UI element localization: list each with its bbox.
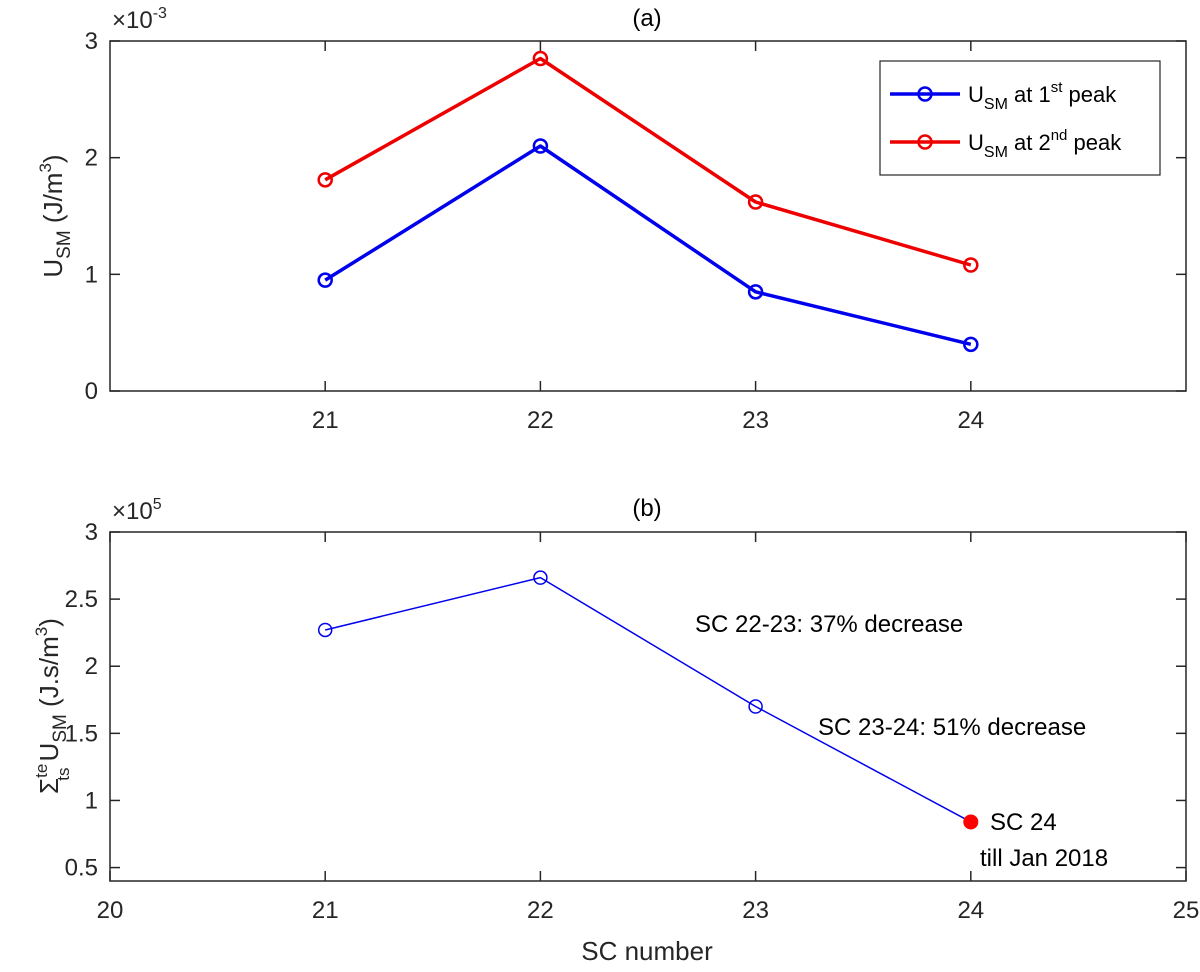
y-tick-label: 2 (85, 145, 98, 172)
series-line-1 (324, 144, 972, 347)
panel-b-series (317, 570, 979, 830)
data-point (533, 570, 548, 585)
x-tick-label: 24 (957, 407, 984, 434)
data-point (532, 50, 549, 67)
panel-a-y-multiplier: ×10-3 (112, 5, 167, 34)
panel-b-title: (b) (632, 495, 661, 522)
x-tick-label: 21 (312, 897, 339, 924)
panel-b-y-ticks: 0.5 1 1.5 2 2.5 3 (65, 519, 1186, 882)
series-line-2 (324, 56, 972, 267)
panel-a-series (317, 50, 979, 353)
x-tick-label: 22 (527, 407, 554, 434)
panel-b-x-ticks: 20 21 22 23 24 25 (97, 532, 1200, 924)
panel-b-axes-box (109, 531, 1187, 882)
panel-a-y-ticks: 0 1 2 3 (85, 28, 1186, 405)
x-tick-label: 25 (1173, 897, 1200, 924)
panel-a-y-axis-label: USM (J/m3) (36, 154, 75, 277)
x-tick-label: 23 (742, 897, 769, 924)
panel-a-axes-box (109, 40, 1187, 392)
y-tick-label: 3 (85, 519, 98, 546)
panel-b-y-multiplier: ×105 (112, 496, 162, 525)
data-point (317, 272, 333, 288)
data-point (963, 336, 979, 353)
x-tick-label: 24 (957, 897, 984, 924)
x-tick-label: 20 (97, 897, 124, 924)
data-point (532, 138, 549, 154)
series-line-1 (325, 576, 972, 823)
annotation-22-23: SC 22-23: 37% decrease (695, 611, 963, 638)
panel-a-x-ticks: 21 22 23 24 (312, 41, 984, 434)
annotation-23-24: SC 23-24: 51% decrease (818, 714, 1086, 741)
data-point (317, 172, 333, 188)
x-tick-label: 21 (312, 407, 339, 434)
legend-label-1: USM at 1st peak (968, 79, 1117, 113)
y-tick-label: 1 (85, 787, 98, 814)
panel-b-y-axis-label: Σte tsUSM (J.s/m3) (32, 618, 73, 794)
legend-label-2: USM at 2nd peak (968, 127, 1122, 161)
data-point (747, 284, 764, 300)
y-tick-label: 2.5 (65, 586, 98, 613)
x-tick-label: 23 (742, 407, 769, 434)
legend-box (879, 60, 1161, 176)
legend-marker-2 (917, 134, 933, 150)
annotation-sc24: SC 24 (990, 809, 1057, 836)
data-point (748, 699, 763, 714)
y-tick-label: 1.5 (65, 720, 98, 747)
y-tick-label: 2 (85, 653, 98, 680)
highlight-point-sc24 (963, 814, 979, 830)
y-tick-label: 1 (85, 261, 98, 288)
y-tick-label: 0 (85, 378, 98, 405)
y-tick-label: 0.5 (65, 855, 98, 882)
panel-b: 20 21 22 23 24 25 0.5 1 1.5 2 2.5 3 (b) ×105 SC nu… (32, 495, 1199, 966)
annotation-till-jan-2018: till Jan 2018 (980, 845, 1108, 872)
x-tick-label: 22 (527, 897, 554, 924)
legend-marker-1 (917, 86, 933, 102)
data-point (317, 622, 333, 638)
panel-b-x-axis-label: SC number (581, 936, 713, 966)
data-point (747, 194, 764, 210)
panel-a-title: (a) (632, 5, 661, 32)
data-point (963, 257, 979, 273)
y-tick-label: 3 (85, 28, 98, 55)
panel-a-legend: USM at 1st peak USM at 2nd peak (879, 60, 1161, 176)
